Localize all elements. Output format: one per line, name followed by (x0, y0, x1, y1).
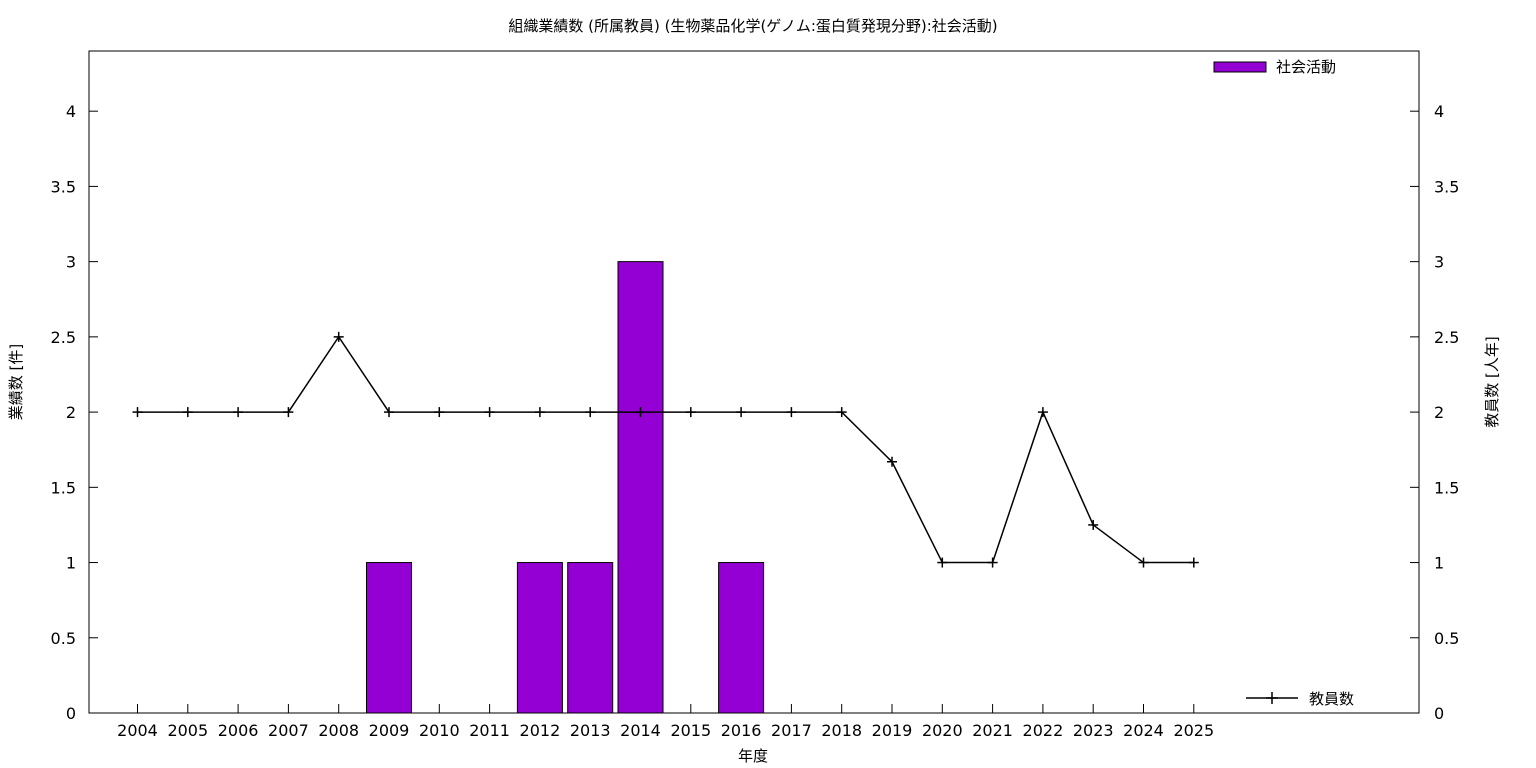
x-tick-label: 2007 (268, 721, 309, 740)
y2-tick-label: 2.5 (1434, 328, 1459, 347)
x-tick-label: 2015 (670, 721, 711, 740)
line-point (887, 456, 897, 467)
y-tick-label: 2 (66, 403, 76, 422)
bar (567, 562, 614, 714)
x-tick-label: 2021 (972, 721, 1013, 740)
line-point (1037, 407, 1048, 418)
y-tick-label: 0 (66, 704, 76, 723)
line-point (685, 407, 696, 418)
y-tick-label: 1 (66, 554, 76, 573)
y2-tick-label: 0.5 (1434, 629, 1459, 648)
line-point (1138, 557, 1149, 568)
line-point (384, 407, 394, 418)
x-tick-label: 2025 (1173, 721, 1214, 740)
legend-bar-label: 社会活動 (1276, 58, 1336, 76)
line-point (182, 407, 193, 418)
y2-axis-ticks: 0 0.5 1 1.5 2 2.5 3 3.5 4 (1410, 102, 1459, 723)
legend-line: 教員数 (1246, 690, 1354, 708)
x-tick-label: 2011 (469, 721, 510, 740)
x-tick-label: 2009 (369, 721, 410, 740)
x-axis-label: 年度 (738, 747, 768, 765)
bar (366, 562, 412, 714)
line-series (132, 331, 1199, 568)
line-point (283, 407, 294, 418)
line-point (1088, 519, 1099, 530)
line-point (987, 557, 998, 568)
x-axis-ticks: 2004 2005 2006 2007 2008 2009 2010 2011 2012 2013… (117, 704, 1214, 740)
legend-bars: 社会活動 (1213, 58, 1336, 76)
line-point (1188, 557, 1199, 568)
y2-tick-label: 3 (1434, 253, 1444, 272)
x-tick-label: 2004 (117, 721, 158, 740)
line-point (233, 407, 244, 418)
y-axis-label: 業績数 [件] (7, 344, 25, 420)
y2-tick-label: 0 (1434, 704, 1444, 723)
y2-axis-label: 教員数 [人年] (1483, 336, 1501, 427)
y2-tick-label: 4 (1434, 102, 1444, 121)
y-tick-label: 0.5 (51, 629, 76, 648)
x-tick-label: 2005 (167, 721, 208, 740)
chart-title: 組織業績数 (所属教員) (生物薬品化学(ゲノム:蛋白質発現分野):社会活動) (508, 17, 997, 35)
line-point (937, 557, 948, 568)
line-point (484, 407, 495, 418)
line-point (786, 407, 797, 418)
y2-tick-label: 2 (1434, 403, 1444, 422)
y-tick-label: 4 (66, 102, 76, 121)
x-tick-label: 2017 (771, 721, 812, 740)
line-point (132, 407, 143, 418)
legend-bar-swatch (1213, 61, 1267, 73)
line-point (836, 407, 847, 418)
y-axis-ticks: 0 0.5 1 1.5 2 2.5 3 3.5 4 (51, 102, 98, 723)
y2-tick-label: 1.5 (1434, 478, 1459, 497)
bar-series (366, 261, 765, 714)
line-point (534, 407, 545, 418)
x-tick-label: 2018 (821, 721, 862, 740)
x-tick-label: 2022 (1023, 721, 1064, 740)
x-tick-label: 2014 (620, 721, 661, 740)
line-point (434, 407, 445, 418)
line-path (137, 335, 1194, 564)
line-point (585, 407, 596, 418)
bar (617, 261, 664, 714)
x-tick-label: 2012 (520, 721, 561, 740)
bar (718, 562, 765, 714)
y-tick-label: 2.5 (51, 328, 76, 347)
x-tick-label: 2019 (872, 721, 913, 740)
bar (516, 562, 563, 714)
x-tick-label: 2010 (419, 721, 460, 740)
x-tick-label: 2016 (721, 721, 762, 740)
y2-tick-label: 3.5 (1434, 177, 1459, 196)
x-tick-label: 2006 (218, 721, 259, 740)
y-tick-label: 1.5 (51, 478, 76, 497)
legend-line-label: 教員数 (1309, 690, 1354, 708)
line-point (635, 407, 646, 418)
x-tick-label: 2020 (922, 721, 963, 740)
x-tick-label: 2008 (318, 721, 359, 740)
line-point (736, 407, 747, 418)
x-tick-label: 2024 (1123, 721, 1164, 740)
x-tick-label: 2023 (1073, 721, 1114, 740)
y-tick-label: 3.5 (51, 177, 76, 196)
x-tick-label: 2013 (570, 721, 611, 740)
y2-tick-label: 1 (1434, 554, 1444, 573)
line-point (333, 331, 344, 342)
y-tick-label: 3 (66, 253, 76, 272)
